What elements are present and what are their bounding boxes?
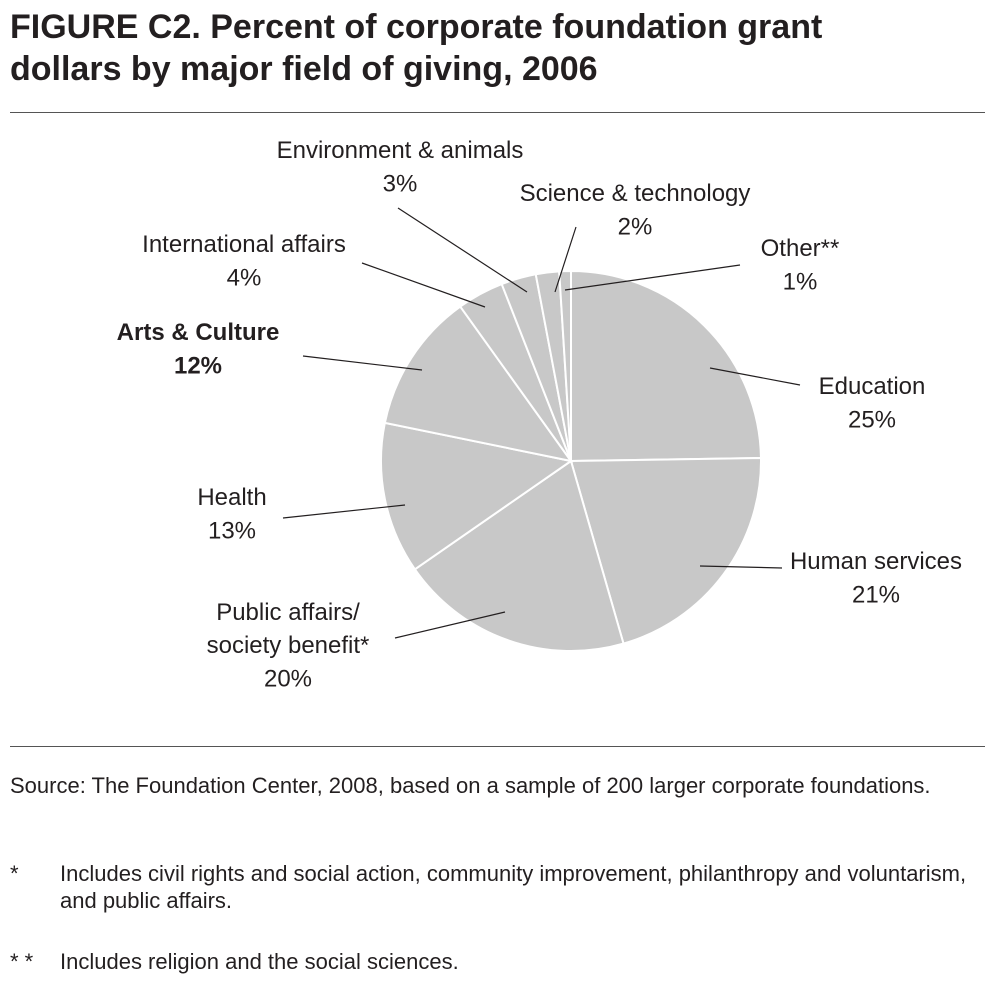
leader-line: [394, 611, 506, 639]
footnote-text: Includes religion and the social science…: [60, 949, 459, 974]
leader-line: [397, 207, 528, 293]
pie-slice: [570, 269, 762, 463]
value-label: 21%: [852, 581, 900, 608]
leader-line: [554, 226, 577, 293]
value-label: 3%: [383, 170, 418, 197]
value-label: 2%: [618, 213, 653, 240]
value-label: 25%: [848, 406, 896, 433]
pie-slice: [569, 457, 762, 645]
leader-line: [282, 504, 406, 519]
footnote-marker: * *: [10, 949, 34, 974]
value-label: 1%: [783, 268, 818, 295]
leader-line: [699, 565, 783, 569]
slice-label: Human services: [790, 548, 962, 575]
value-label: 4%: [227, 264, 262, 291]
value-label: 13%: [208, 517, 256, 544]
slice-label: Public affairs/society benefit*: [207, 599, 370, 659]
value-label: 12%: [174, 352, 222, 379]
value-label: 20%: [264, 665, 312, 692]
leader-line: [302, 355, 423, 371]
leader-line: [564, 264, 741, 291]
slice-label: Arts & Culture: [117, 319, 280, 346]
pie-slice: [558, 269, 572, 462]
chart-title: FIGURE C2. Percent of corporate foundati…: [10, 8, 823, 88]
pie-slice: [380, 421, 574, 571]
slice-label: International affairs: [142, 231, 346, 258]
slice-label: Health: [197, 484, 266, 511]
pie-slice: [413, 459, 625, 652]
slice-label: Education: [819, 373, 926, 400]
leader-line: [709, 367, 801, 386]
footnote-marker: *: [10, 861, 19, 886]
pie-slice: [383, 305, 574, 463]
slice-label: Environment & animals: [277, 137, 524, 164]
rule: [10, 112, 985, 113]
slice-label: Other**: [761, 235, 840, 262]
slice-label: Science & technology: [520, 180, 751, 207]
footnote-text: Includes civil rights and social action,…: [60, 861, 967, 913]
footnote: * * Includes religion and the social scie…: [10, 948, 985, 975]
source: Source: The Foundation Center, 2008, bas…: [10, 773, 931, 798]
footnote: * Includes civil rights and social action…: [10, 860, 985, 914]
leader-line: [361, 262, 486, 308]
rule: [10, 746, 985, 747]
